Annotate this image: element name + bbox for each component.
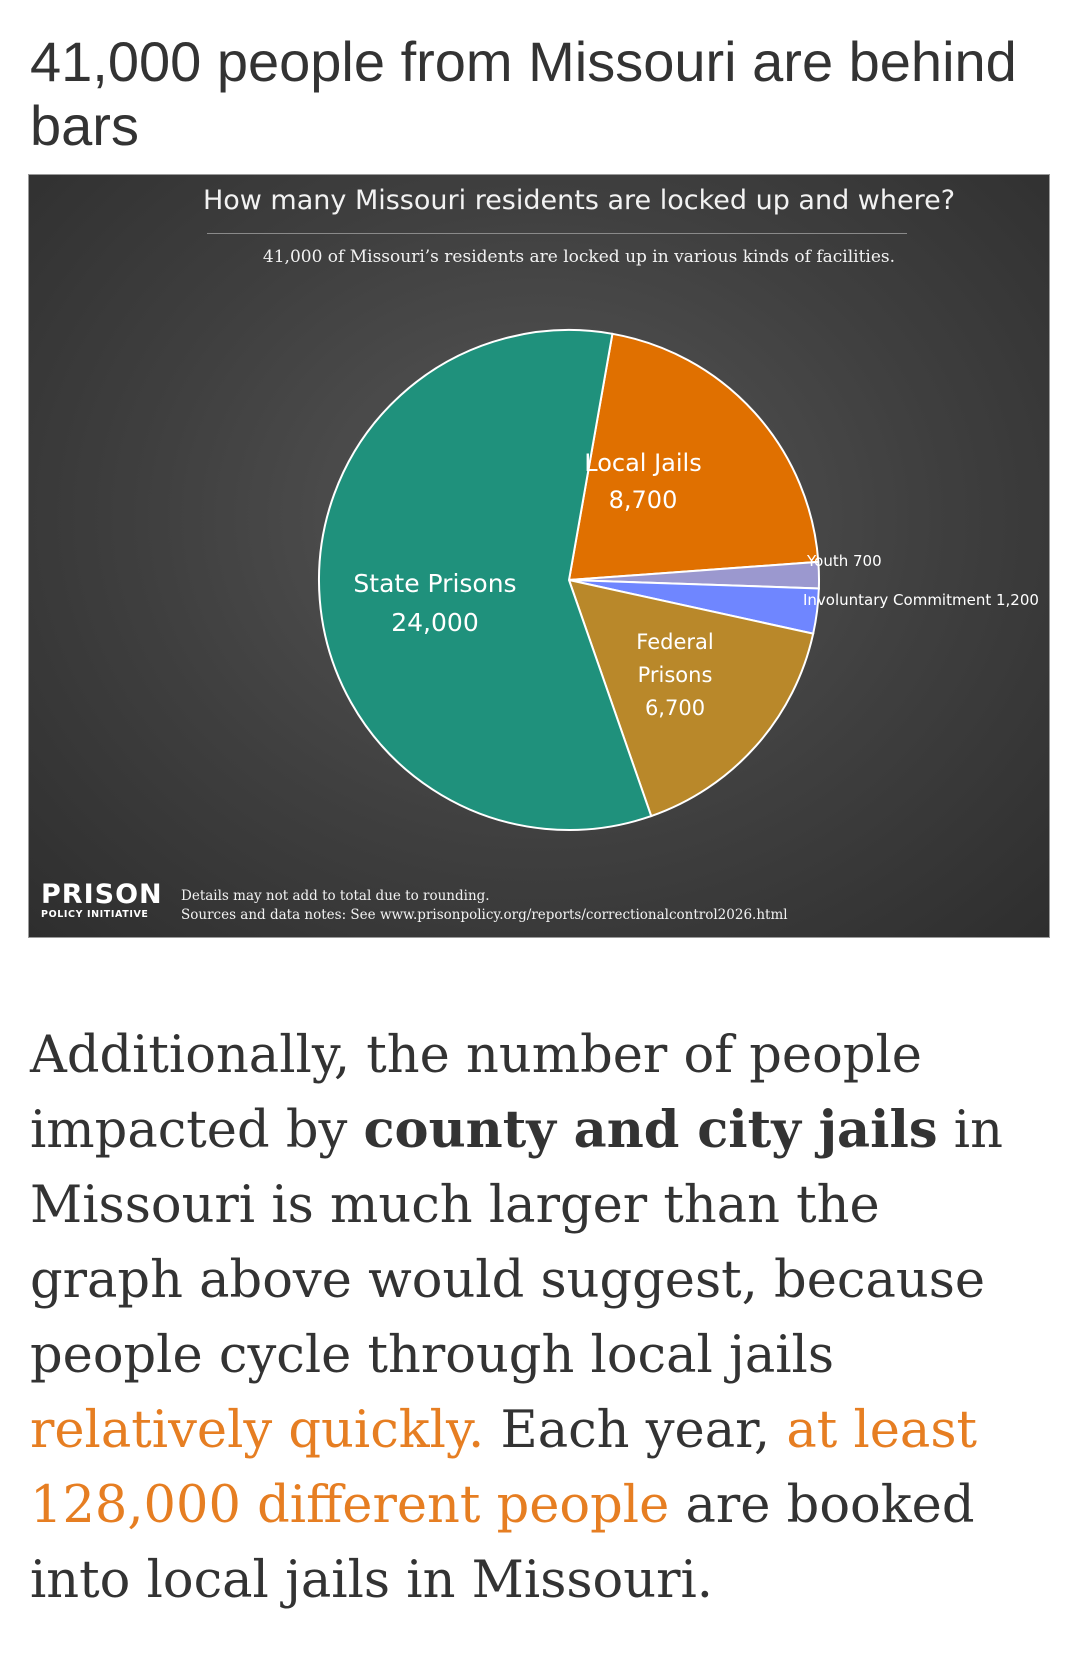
chart-title: How many Missouri residents are locked u… <box>202 185 956 216</box>
paragraph-bold-phrase: county and city jails <box>363 1100 938 1160</box>
label-youth: Youth 700 <box>806 552 882 570</box>
relatively-quickly-link[interactable]: relatively quickly. <box>30 1401 485 1460</box>
label-federal-prisons-2: Prisons <box>638 663 713 687</box>
label-local-jails: Local Jails <box>584 449 701 477</box>
pie-chart: Local Jails 8,700 State Prisons 24,000 F… <box>318 329 1039 831</box>
label-federal-prisons-1: Federal <box>636 630 713 654</box>
article-paragraph: Additionally, the number of people impac… <box>30 1018 1040 1618</box>
value-local-jails: 8,700 <box>609 486 678 514</box>
paragraph-text-1: Additionally, the number of people impac… <box>30 1026 922 1160</box>
pie-chart-figure: How many Missouri residents are locked u… <box>28 174 1050 938</box>
paragraph-text-2: in Missouri is much larger than the grap… <box>30 1101 1003 1385</box>
chart-notes: Details may not add to total due to roun… <box>181 887 788 925</box>
label-involuntary-commitment: Involuntary Commitment 1,200 <box>803 591 1039 609</box>
sources-note: Sources and data notes: See www.prisonpo… <box>181 907 788 923</box>
rounding-note: Details may not add to total due to roun… <box>181 888 490 904</box>
brand-name: PRISON <box>41 879 163 910</box>
article-headline: 41,000 people from Missouri are behind b… <box>30 30 1017 157</box>
128000-people-link[interactable]: at least 128,000 different people <box>30 1401 978 1535</box>
paragraph-text-3: Each year, <box>484 1401 787 1460</box>
paragraph-text-4: are booked into local jails in Missouri. <box>30 1476 975 1610</box>
brand-subname: POLICY INITIATIVE <box>41 909 149 920</box>
pie-slice-federal-prisons <box>567 578 815 818</box>
title-divider <box>207 233 907 234</box>
value-federal-prisons: 6,700 <box>645 696 705 720</box>
pie-slice-state-prisons <box>318 329 653 831</box>
chart-subtitle: 41,000 of Missouri’s residents are locke… <box>262 247 896 267</box>
value-state-prisons: 24,000 <box>391 608 478 637</box>
label-state-prisons: State Prisons <box>353 569 516 598</box>
pie-slice-local-jails <box>567 332 820 582</box>
prison-policy-initiative-logo: PRISON POLICY INITIATIVE <box>41 881 163 921</box>
